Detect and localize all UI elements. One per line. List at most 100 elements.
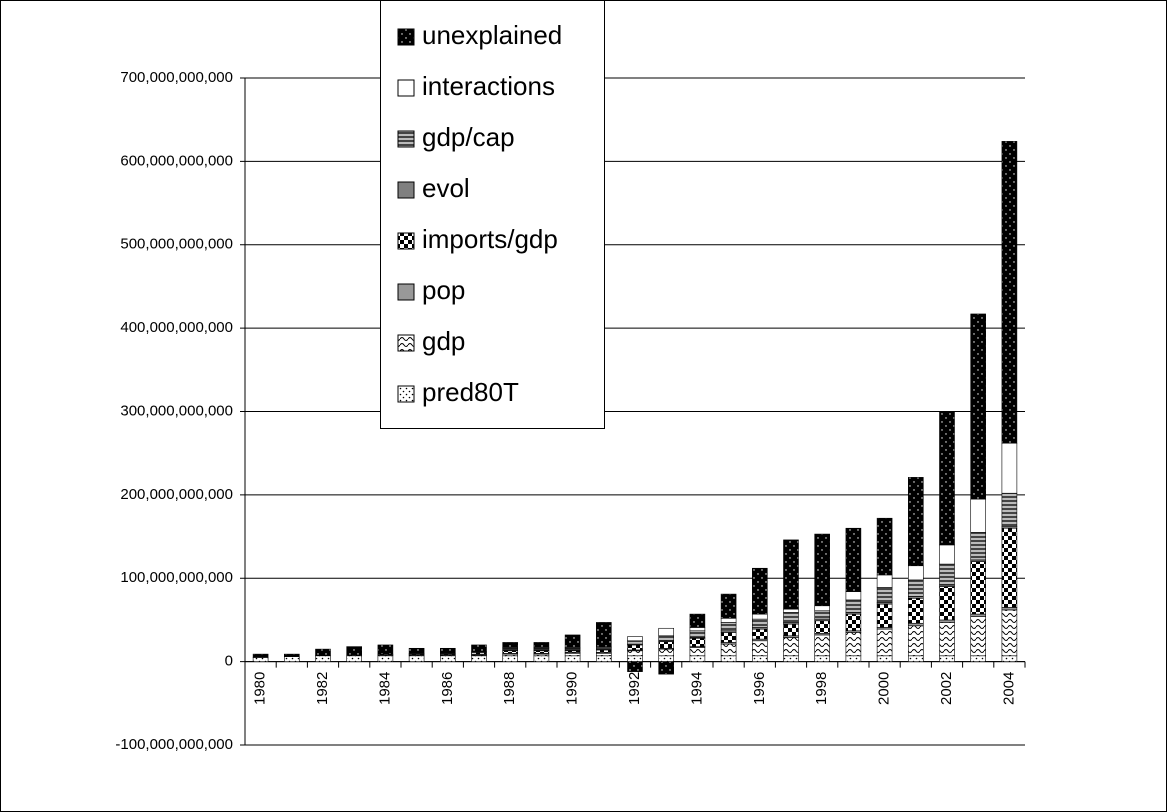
bar-segment	[377, 644, 394, 655]
bar-segment	[627, 661, 643, 672]
bar-segment	[689, 647, 706, 657]
y-tick-label: 300,000,000,000	[120, 402, 233, 419]
bar-segment	[845, 527, 862, 592]
bar-segment	[533, 650, 550, 654]
bar-segment	[564, 652, 581, 657]
bar-segment	[876, 574, 893, 588]
bar-segment	[689, 627, 706, 632]
bar-segment	[720, 643, 737, 657]
bar-segment	[658, 627, 674, 637]
bar-segment	[627, 655, 643, 662]
bar-segment	[408, 655, 425, 662]
bar-segment	[533, 655, 550, 662]
x-tick-label: 1994	[688, 672, 705, 705]
bar-segment	[939, 619, 955, 623]
bar-segment	[752, 640, 768, 657]
bar-segment	[596, 649, 612, 653]
bar-segment	[658, 648, 674, 657]
bar-segment	[658, 641, 674, 649]
bar-segment	[970, 655, 986, 662]
bar-segment	[440, 647, 456, 654]
y-tick-label: 700,000,000,000	[120, 69, 233, 86]
bar-segment	[845, 599, 862, 613]
legend-swatch	[397, 232, 415, 250]
bar-segment	[970, 561, 986, 615]
bar-segment	[564, 655, 581, 662]
bar-segment	[720, 632, 737, 643]
bar-segment	[939, 563, 955, 586]
bar-segment	[970, 313, 986, 500]
bar-segment	[689, 630, 706, 638]
bar-segment	[783, 608, 799, 613]
bar-segment	[783, 612, 799, 623]
bar-segment	[1001, 442, 1018, 494]
bar-segment	[876, 587, 893, 603]
bar-segment	[408, 647, 425, 654]
legend-label: imports/gdp	[422, 224, 558, 254]
bar-segment	[970, 498, 986, 533]
x-tick-label: 1998	[813, 672, 830, 705]
bar-segment	[440, 655, 456, 662]
bar-segment	[284, 653, 300, 657]
x-tick-label: 2004	[1000, 672, 1017, 705]
bar-segment	[689, 637, 706, 647]
bar-segment	[596, 622, 612, 647]
bar-segment	[752, 613, 768, 620]
bar-segment	[939, 622, 955, 657]
legend-swatch	[397, 28, 415, 46]
legend-label: unexplained	[422, 20, 562, 50]
bar-segment	[908, 477, 924, 567]
x-tick-label: 2002	[938, 672, 955, 705]
bar-segment	[876, 655, 893, 662]
bar-segment	[814, 610, 830, 620]
bar-segment	[658, 661, 674, 675]
bar-segment	[315, 648, 331, 657]
bar-segment	[845, 613, 862, 632]
bar-segment	[908, 625, 924, 657]
bar-segment	[720, 593, 737, 619]
y-tick-label: 600,000,000,000	[120, 152, 233, 169]
bar-segment	[876, 603, 893, 628]
bar-segment	[1001, 527, 1018, 608]
bar-segment	[346, 646, 362, 656]
bar-segment	[284, 656, 300, 662]
legend-swatch	[397, 130, 415, 148]
bar-segment	[502, 650, 518, 654]
bar-segment	[908, 622, 924, 627]
bar-segment	[783, 539, 799, 610]
x-tick-label: 2000	[876, 672, 893, 705]
legend-label: gdp/cap	[422, 122, 515, 152]
legend-swatch	[397, 181, 415, 199]
bar-segment	[1001, 609, 1018, 657]
bar-segment	[845, 655, 862, 662]
y-tick-label: -100,000,000,000	[115, 736, 233, 753]
bar-segment	[720, 655, 737, 662]
bar-segment	[1001, 655, 1018, 662]
bar-segment	[252, 653, 269, 658]
bar-segment	[596, 652, 612, 657]
bar-segment	[533, 642, 550, 648]
bar-segment	[752, 655, 768, 662]
bar-segment	[1001, 607, 1018, 611]
bar-segment	[752, 567, 768, 615]
bar-segment	[845, 632, 862, 657]
bar-segment	[502, 642, 518, 648]
bar-segment	[471, 644, 487, 652]
legend-label: gdp	[422, 326, 465, 356]
x-tick-label: 1984	[376, 672, 393, 705]
bar-segment	[814, 634, 830, 657]
bar-segment	[939, 544, 955, 565]
bar-segment	[315, 655, 331, 662]
bar-segment	[471, 655, 487, 662]
legend-label: interactions	[422, 71, 555, 101]
bar-segment	[502, 655, 518, 662]
bar-segment	[720, 617, 737, 623]
legend-label: evol	[422, 173, 470, 203]
bar-segment	[1001, 141, 1018, 444]
y-tick-label: 0	[225, 653, 233, 670]
bar-segment	[627, 636, 643, 642]
bar-segment	[970, 616, 986, 657]
bar-segment	[720, 622, 737, 632]
bar-segment	[814, 605, 830, 612]
